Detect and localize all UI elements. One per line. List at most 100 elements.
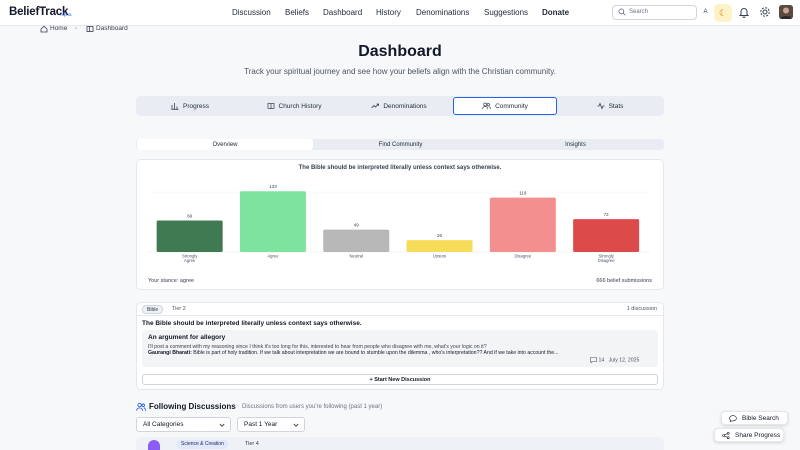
bar-value-label: 72 (604, 212, 610, 217)
category-tick-label: Neutral (350, 254, 364, 259)
discussion-thread[interactable] (142, 330, 658, 367)
chart-bar[interactable] (406, 240, 473, 252)
following-discussion-row[interactable] (136, 437, 664, 450)
bar-value-label: 133 (269, 184, 277, 189)
bar-value-label: 49 (354, 223, 360, 228)
avatar-image (779, 5, 793, 19)
chevron-down-icon (293, 423, 299, 427)
tab-church-history[interactable]: Church History (244, 97, 344, 115)
chart-bar[interactable] (239, 191, 306, 252)
comment-icon (590, 357, 597, 363)
nav-donate[interactable]: Donate (542, 8, 570, 17)
home-icon (40, 25, 48, 33)
chart-bar[interactable] (156, 220, 223, 252)
bar-value-label: 26 (437, 233, 443, 238)
category-select-value: All Categories (143, 421, 184, 428)
alpha-badge: Alpha (60, 12, 72, 17)
activity-icon (597, 102, 605, 110)
period-select[interactable]: Past 1 Year (237, 417, 305, 432)
nav-suggestions[interactable]: Suggestions (484, 8, 529, 17)
bible-search-button[interactable]: Bible Search (721, 411, 788, 425)
category-tag[interactable]: Bible (142, 305, 164, 314)
dashboard-icon (86, 26, 94, 32)
discussion-count: 1 discussion (626, 306, 657, 312)
bible-search-label: Bible Search (742, 414, 779, 422)
page-title: Dashboard (358, 43, 442, 60)
bell-icon[interactable] (738, 6, 750, 18)
user-stance: Your stance: agree (148, 278, 194, 284)
divider (137, 315, 663, 316)
category-tick-label: Strongly (598, 254, 614, 259)
share-progress-label: Share Progress (735, 431, 781, 439)
share-icon (722, 431, 730, 439)
nav-discussion[interactable]: Discussion (232, 8, 271, 17)
theme-toggle-button[interactable]: ☾ (714, 4, 732, 22)
subtab-find-community[interactable]: Find Community (378, 141, 423, 148)
sub-tabs (136, 139, 664, 150)
category-select[interactable]: All Categories (136, 417, 231, 432)
thread-meta: 14 July 12, 2025 (590, 357, 639, 363)
breadcrumb-separator: › (75, 25, 78, 32)
users-icon (136, 402, 146, 411)
chart-bar[interactable] (489, 197, 556, 252)
chart-bar[interactable] (573, 219, 640, 252)
reply-text: Bible is part of holy tradition. If we t… (193, 350, 559, 356)
tab-stats[interactable]: Stats (560, 97, 660, 115)
subtab-insights[interactable]: Insights (565, 141, 586, 148)
tab-label: Church History (278, 102, 322, 110)
tab-label: Denominations (383, 102, 427, 110)
thread-body: I'll post a comment with my reasoning si… (148, 344, 487, 350)
avatar (148, 440, 160, 450)
belief-question[interactable]: The Bible should be interpreted literall… (142, 320, 362, 327)
tab-denominations[interactable]: Denominations (348, 97, 450, 115)
share-progress-button[interactable]: Share Progress (714, 428, 784, 442)
reply-count: 14 (598, 357, 605, 364)
page-subtitle: Track your spiritual journey and see how… (244, 67, 556, 76)
nav-denominations[interactable]: Denominations (416, 8, 470, 17)
tab-label: Progress (182, 102, 209, 110)
category-tick-label: Strongly (182, 254, 198, 259)
category-tick-label: Agree (184, 258, 196, 263)
submission-count: 666 belief submissions (596, 278, 652, 284)
category-tick-label: Unsure (433, 254, 447, 259)
thread-title[interactable]: An argument for allegory (148, 334, 226, 341)
tab-community[interactable]: Community (453, 97, 557, 115)
trend-icon (371, 103, 380, 109)
category-tick-label: Agree (267, 254, 279, 259)
section-subtitle: Discussions from users you're following … (242, 404, 383, 410)
category-tick-label: Disagree (598, 258, 615, 263)
reply-author: Gaurangi Bharati: (148, 350, 192, 356)
tab-label: Stats (608, 102, 624, 110)
start-discussion-button[interactable]: + Start New Discussion (142, 374, 658, 385)
tier-label: Tier 4 (245, 441, 259, 447)
tier-label: Tier 2 (172, 306, 186, 312)
message-icon (729, 414, 737, 422)
search-input[interactable] (612, 5, 697, 20)
user-avatar[interactable] (779, 5, 793, 19)
search-placeholder: Search (629, 9, 649, 15)
breadcrumb-current: Dashboard (96, 25, 128, 32)
nav-history[interactable]: History (376, 8, 401, 17)
settings-icon[interactable] (759, 6, 771, 18)
chart-bar[interactable] (323, 229, 390, 252)
tab-label: Community (495, 102, 528, 110)
bar-value-label: 69 (187, 213, 193, 218)
moon-icon: ☾ (718, 8, 728, 18)
period-select-value: Past 1 Year (244, 421, 278, 428)
belief-distribution-chart: 69StronglyAgree133Agree49Neutral26Unsure… (148, 184, 650, 263)
category-tick-label: Disagree (514, 254, 531, 259)
translate-button[interactable]: A (703, 9, 708, 15)
thread-date: July 12, 2025 (608, 357, 640, 364)
category-tag[interactable]: Science & Creation (177, 440, 228, 449)
breadcrumb-home[interactable]: Home (50, 25, 68, 32)
chevron-down-icon (219, 423, 225, 427)
chart-title: The Bible should be interpreted literall… (298, 165, 502, 171)
tab-progress[interactable]: Progress (140, 97, 240, 115)
bar-value-label: 119 (519, 191, 527, 196)
brand-logo[interactable]: BeliefTrack (9, 6, 69, 18)
users-icon (482, 102, 491, 110)
subtab-overview[interactable]: Overview (137, 139, 313, 150)
nav-beliefs[interactable]: Beliefs (285, 8, 310, 17)
search-icon (618, 8, 626, 16)
nav-dashboard[interactable]: Dashboard (323, 8, 363, 17)
